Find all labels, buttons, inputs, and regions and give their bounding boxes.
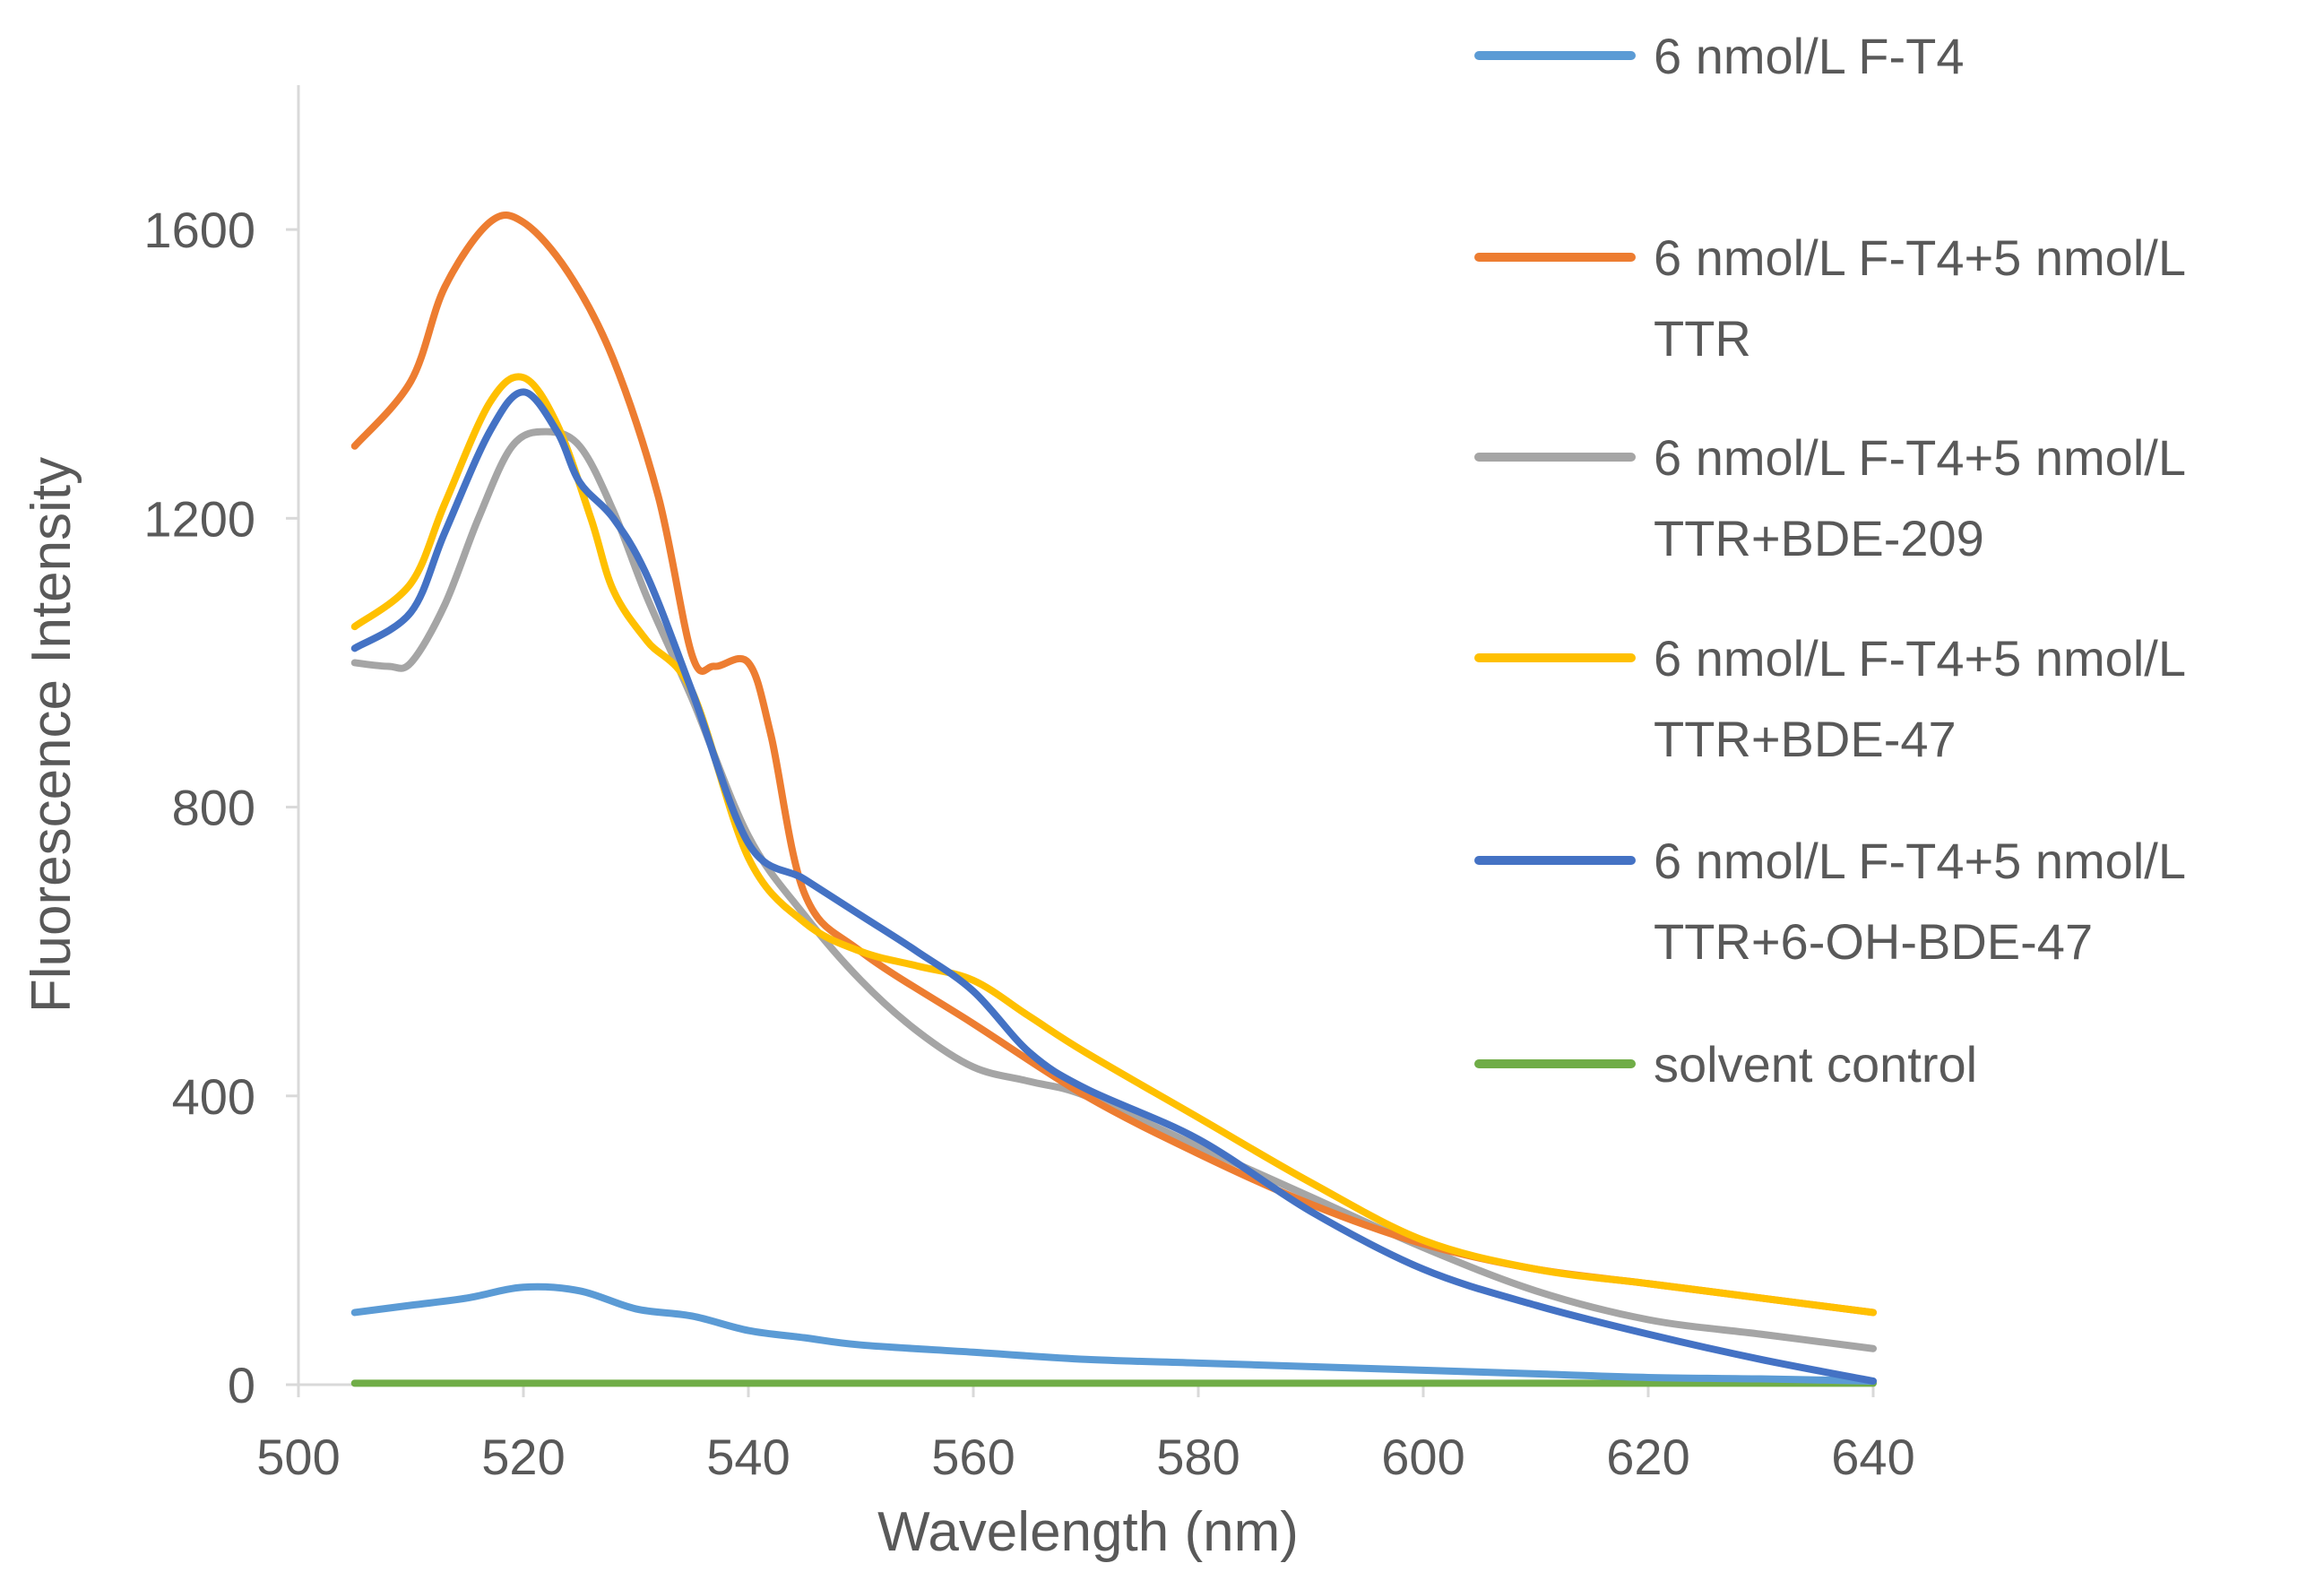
series-line-6-nmol-l-f-t4-5-nmol-l-ttr-6-oh-bde-47 (350, 388, 1877, 1385)
y-tick-label: 1200 (143, 490, 255, 547)
series-line-6-nmol-l-f-t4 (350, 1283, 1877, 1385)
legend-label: solvent control (1654, 1036, 1977, 1093)
legend-label: 6 nmol/L F-T4 (1654, 28, 1964, 84)
x-tick-label: 600 (1381, 1429, 1464, 1485)
legend-label: TTR (1654, 310, 1751, 367)
x-tick-label: 520 (481, 1429, 565, 1485)
x-tick-label: 540 (706, 1429, 790, 1485)
y-tick-label: 800 (172, 780, 255, 836)
y-tick-label: 0 (228, 1357, 255, 1413)
legend-label: 6 nmol/L F-T4+5 nmol/L (1654, 429, 2186, 486)
x-tick-label: 500 (256, 1429, 340, 1485)
legend-label: TTR+6-OH-BDE-47 (1654, 913, 2093, 970)
y-axis-ticks: 0 400 800 1200 1600 (143, 202, 298, 1413)
x-tick-label: 560 (931, 1429, 1015, 1485)
x-axis-ticks: 500 520 540 560 580 600 620 640 (256, 1385, 1915, 1485)
x-tick-label: 620 (1606, 1429, 1689, 1485)
legend-entry-6-nmol-l-f-t4: 6 nmol/L F-T4 (1474, 28, 1964, 84)
series-line-6-nmol-l-f-t4-5-nmol-l-ttr (350, 212, 1877, 1317)
legend-label: 6 nmol/L F-T4+5 nmol/L (1654, 833, 2186, 889)
legend-entry-6-nmol-l-f-t4-5-nmol-l-ttr-6-oh-bde-47: 6 nmol/L F-T4+5 nmol/L TTR+6-OH-BDE-47 (1474, 833, 2186, 970)
legend-entry-6-nmol-l-f-t4-5-nmol-l-ttr-bde-47: 6 nmol/L F-T4+5 nmol/L TTR+BDE-47 (1474, 630, 2186, 767)
legend-label: 6 nmol/L F-T4+5 nmol/L (1654, 630, 2186, 687)
plot-area: 500 520 540 560 580 600 620 640 0 400 800 1200 1600 (143, 85, 1915, 1485)
y-axis-title: Fluorescence Intensity (21, 457, 82, 1013)
x-tick-label: 640 (1831, 1429, 1914, 1485)
y-tick-label: 1600 (143, 202, 255, 258)
series-line-6-nmol-l-f-t4-5-nmol-l-ttr-bde-47 (350, 373, 1877, 1317)
legend-label: TTR+BDE-47 (1654, 711, 1957, 767)
series-lines (350, 212, 1877, 1387)
legend-entry-solvent-control: solvent control (1474, 1036, 1977, 1093)
x-tick-label: 580 (1156, 1429, 1240, 1485)
legend-entry-6-nmol-l-f-t4-5-nmol-l-ttr-bde-209: 6 nmol/L F-T4+5 nmol/L TTR+BDE-209 (1474, 429, 2186, 566)
legend-entry-6-nmol-l-f-t4-5-nmol-l-ttr: 6 nmol/L F-T4+5 nmol/L TTR (1474, 229, 2186, 367)
legend-label: 6 nmol/L F-T4+5 nmol/L (1654, 229, 2186, 286)
x-axis-title: Wavelength (nm) (877, 1501, 1299, 1563)
y-tick-label: 400 (172, 1068, 255, 1125)
legend: 6 nmol/L F-T46 nmol/L F-T4+5 nmol/LTTR6 … (1474, 28, 2186, 1093)
legend-label: TTR+BDE-209 (1654, 510, 1984, 566)
series-line-6-nmol-l-f-t4-5-nmol-l-ttr-bde-209 (350, 428, 1877, 1352)
